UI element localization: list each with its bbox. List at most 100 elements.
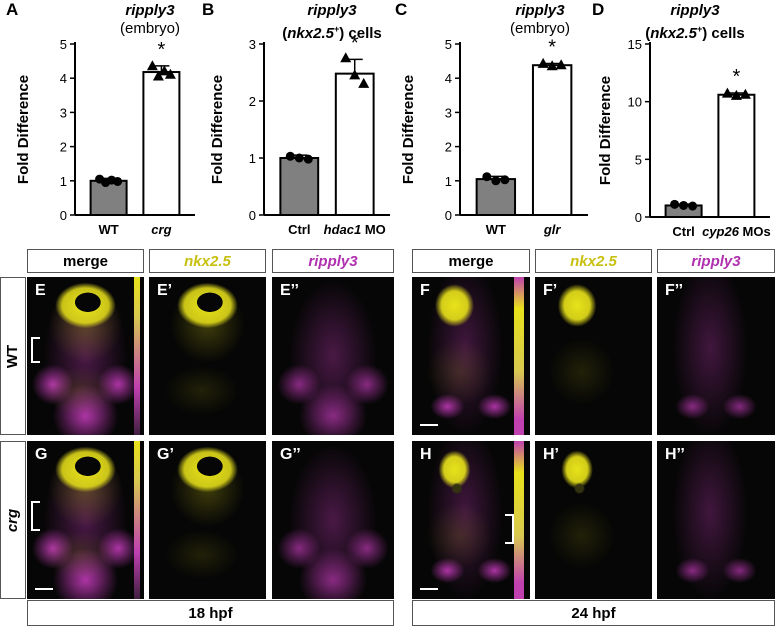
micrograph-Fp: F’ bbox=[535, 277, 652, 435]
micrograph-H: H bbox=[412, 441, 530, 599]
data-point bbox=[670, 199, 680, 209]
y-tick-label: 1 bbox=[249, 151, 256, 166]
micrograph-label: H’’ bbox=[665, 446, 685, 463]
y-tick-label: 5 bbox=[635, 152, 642, 167]
x-tick-label: Ctrl bbox=[288, 222, 310, 237]
y-tick-label: 4 bbox=[445, 71, 452, 86]
header-nkx-left: nkx2.5 bbox=[149, 249, 266, 273]
micrograph-Hp: H’ bbox=[535, 441, 652, 599]
data-point bbox=[491, 176, 501, 186]
y-tick-label: 2 bbox=[60, 140, 67, 155]
micrograph-Fpp: F’’ bbox=[657, 277, 775, 435]
header-ripply-left: ripply3 bbox=[272, 249, 394, 273]
row-label-crg: crg bbox=[0, 441, 26, 599]
scale-bar bbox=[420, 424, 438, 426]
y-tick-label: 3 bbox=[445, 105, 452, 120]
bar-1 bbox=[717, 93, 756, 218]
y-tick-label: 4 bbox=[60, 71, 67, 86]
y-tick-label: 0 bbox=[635, 210, 642, 225]
micrograph-F: F bbox=[412, 277, 530, 435]
micrograph-E: E bbox=[27, 277, 144, 435]
chart-b: Fold Difference 0 1 2 3 Ctrl hdac1 MO * bbox=[209, 32, 390, 237]
x-tick-label: WT bbox=[98, 222, 118, 237]
bar-chart-a: Fold Difference 0 1 2 3 4 5 WT crg * Fold Differen… bbox=[15, 32, 771, 239]
y-axis-label: Fold Difference bbox=[15, 75, 32, 184]
title-sub-it: nkx2.5 bbox=[650, 25, 697, 42]
title-gene: ripply3 bbox=[125, 2, 175, 19]
micrograph-label: F’’ bbox=[665, 282, 684, 299]
chart-a: Fold Difference 0 1 2 3 4 5 WT crg * bbox=[15, 37, 195, 237]
chart-title-c: ripply3 (embryo) bbox=[470, 2, 610, 38]
panel-letter-b: B bbox=[202, 0, 215, 19]
data-point bbox=[721, 87, 733, 98]
data-point bbox=[294, 153, 304, 163]
data-point bbox=[679, 200, 689, 210]
x-tick-label: hdac1 MO bbox=[324, 222, 386, 237]
title-sub-it: nkx2.5 bbox=[287, 25, 334, 42]
micrograph-label: F bbox=[420, 282, 430, 299]
data-point bbox=[482, 172, 492, 182]
panel-letter-d: D bbox=[592, 0, 605, 19]
micrograph-label: G’’ bbox=[280, 446, 301, 463]
scale-bar bbox=[420, 588, 438, 590]
data-point bbox=[546, 60, 558, 71]
y-tick-label: 3 bbox=[60, 105, 67, 120]
chart-title-b: ripply3 (nkx2.5+) cells bbox=[262, 2, 402, 43]
micrograph-G: G bbox=[27, 441, 144, 599]
title-gene: ripply3 bbox=[307, 2, 357, 19]
header-merge-left: merge bbox=[27, 249, 144, 273]
chart-title-d: ripply3 (nkx2.5+) cells bbox=[620, 2, 770, 43]
y-tick-label: 0 bbox=[445, 208, 452, 223]
y-tick-label: 2 bbox=[445, 140, 452, 155]
x-tick-label: glr bbox=[543, 222, 562, 237]
lateral-view-strip bbox=[514, 277, 524, 435]
y-tick-label: 1 bbox=[445, 174, 452, 189]
y-tick-label: 0 bbox=[249, 208, 256, 223]
micrograph-label: E’ bbox=[157, 282, 173, 299]
panel-letter-c: C bbox=[395, 0, 408, 19]
title-sup: + bbox=[696, 24, 703, 34]
y-tick-label: 0 bbox=[60, 208, 67, 223]
footer-24hpf: 24 hpf bbox=[412, 600, 775, 626]
significance-star: * bbox=[158, 39, 166, 61]
chart-d: Fold Difference 0 5 10 15 Ctrl cyp26 MOs * bbox=[597, 37, 771, 239]
title-sub: (embryo) bbox=[509, 20, 570, 37]
significance-star: * bbox=[351, 32, 359, 54]
micrograph-Gpp: G’’ bbox=[272, 441, 394, 599]
x-tick-label: cyp26 MOs bbox=[702, 224, 771, 239]
micrograph-Ep: E’ bbox=[149, 277, 266, 435]
data-point bbox=[555, 59, 567, 70]
header-nkx-right: nkx2.5 bbox=[535, 249, 652, 273]
bar-1 bbox=[334, 72, 375, 216]
x-tick-label: crg bbox=[151, 222, 171, 237]
data-point bbox=[537, 57, 549, 68]
y-axis-label: Fold Difference bbox=[597, 76, 614, 185]
y-axis-label: Fold Difference bbox=[209, 75, 226, 184]
row-label-wt: WT bbox=[0, 277, 26, 435]
micrograph-label: E’’ bbox=[280, 282, 299, 299]
bracket-marker bbox=[31, 501, 40, 531]
title-gene: ripply3 bbox=[670, 2, 720, 19]
micrograph-label: H’ bbox=[543, 446, 559, 463]
micrograph-label: G’ bbox=[157, 446, 174, 463]
data-point bbox=[113, 176, 123, 186]
title-sub-post: ) cells bbox=[339, 25, 382, 42]
title-sub-pre: ( bbox=[645, 25, 651, 42]
lateral-view-strip bbox=[134, 277, 140, 435]
bar-1 bbox=[142, 71, 181, 216]
lateral-view-strip bbox=[134, 441, 140, 599]
header-merge-right: merge bbox=[412, 249, 530, 273]
micrograph-label: G bbox=[35, 446, 48, 463]
title-gene: ripply3 bbox=[515, 2, 565, 19]
data-point bbox=[164, 68, 176, 79]
chart-c: Fold Difference 0 1 2 3 4 5 WT glr * bbox=[400, 36, 588, 237]
bar-0 bbox=[89, 179, 128, 217]
title-sub-post: ) cells bbox=[702, 25, 745, 42]
header-ripply-right: ripply3 bbox=[657, 249, 775, 273]
data-point bbox=[730, 89, 742, 100]
data-point bbox=[358, 77, 370, 88]
micrograph-label: F’ bbox=[543, 282, 558, 299]
data-point bbox=[500, 175, 510, 185]
y-tick-label: 15 bbox=[628, 37, 642, 52]
title-sub-pre: ( bbox=[282, 25, 288, 42]
